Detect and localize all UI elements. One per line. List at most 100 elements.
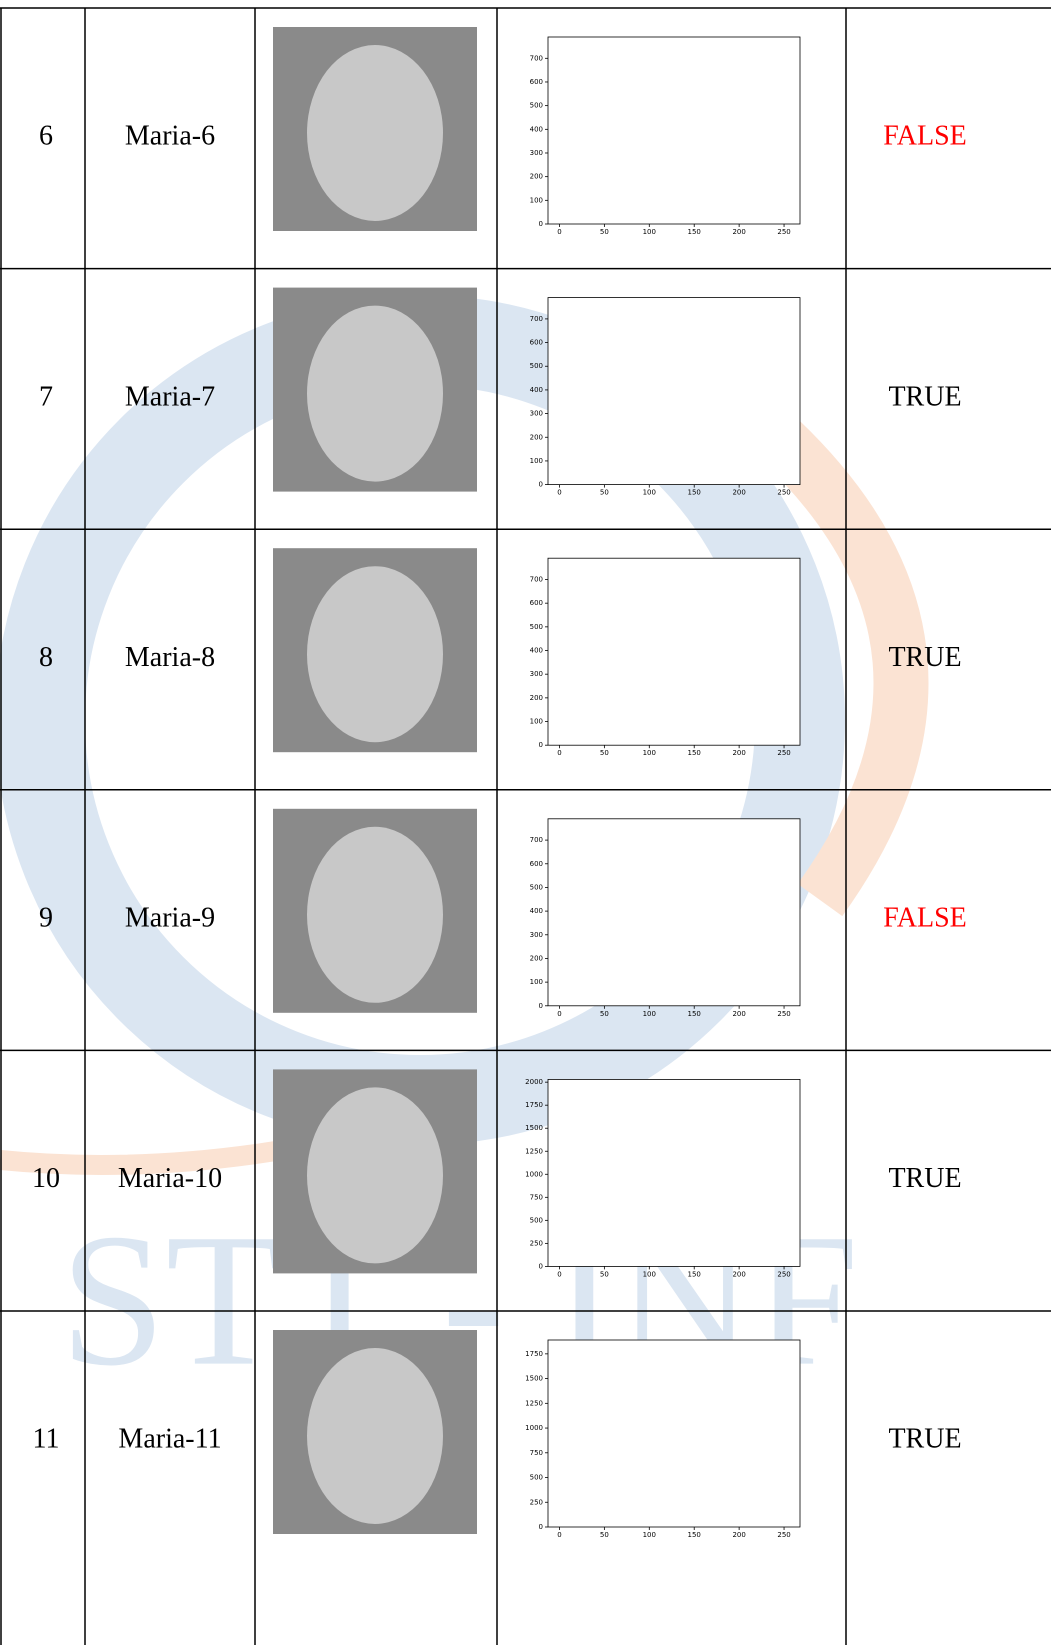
y-tick-label: 0 bbox=[539, 481, 543, 489]
row-name: Maria-10 bbox=[118, 1163, 222, 1194]
x-tick-label: 200 bbox=[732, 1531, 745, 1539]
row-name: Maria-11 bbox=[118, 1424, 221, 1455]
x-tick-label: 200 bbox=[732, 228, 745, 236]
x-tick-label: 150 bbox=[688, 1270, 701, 1278]
x-tick-label: 250 bbox=[777, 1270, 790, 1278]
face-shape bbox=[307, 1087, 443, 1263]
y-tick-label: 400 bbox=[530, 386, 543, 394]
y-tick-label: 100 bbox=[530, 718, 543, 726]
y-tick-label: 700 bbox=[530, 836, 543, 844]
y-tick-label: 2000 bbox=[525, 1078, 543, 1086]
row-result: TRUE bbox=[888, 642, 961, 673]
y-tick-label: 700 bbox=[530, 576, 543, 584]
x-tick-label: 100 bbox=[643, 1270, 656, 1278]
y-tick-label: 300 bbox=[530, 670, 543, 678]
x-tick-label: 200 bbox=[732, 1010, 745, 1018]
face-shape bbox=[307, 306, 443, 482]
plot-frame bbox=[548, 819, 800, 1006]
x-tick-label: 150 bbox=[688, 1531, 701, 1539]
y-tick-label: 100 bbox=[530, 457, 543, 465]
x-tick-label: 0 bbox=[557, 749, 561, 757]
y-tick-label: 750 bbox=[530, 1449, 543, 1457]
face-shape bbox=[307, 45, 443, 221]
y-tick-label: 500 bbox=[530, 883, 543, 891]
x-tick-label: 150 bbox=[688, 749, 701, 757]
y-tick-label: 600 bbox=[530, 860, 543, 868]
y-tick-label: 250 bbox=[530, 1498, 543, 1506]
y-tick-label: 600 bbox=[530, 599, 543, 607]
row-result: TRUE bbox=[888, 1163, 961, 1194]
face-photo bbox=[273, 27, 477, 231]
row-result: FALSE bbox=[883, 121, 967, 152]
x-tick-label: 200 bbox=[732, 749, 745, 757]
x-tick-label: 0 bbox=[557, 1270, 561, 1278]
row-number: 7 bbox=[39, 381, 53, 412]
x-tick-label: 50 bbox=[600, 1010, 609, 1018]
row-name: Maria-6 bbox=[125, 121, 215, 152]
x-tick-label: 0 bbox=[557, 1010, 561, 1018]
y-tick-label: 0 bbox=[539, 741, 543, 749]
x-tick-label: 50 bbox=[600, 1531, 609, 1539]
plot-frame bbox=[548, 298, 800, 485]
x-tick-label: 50 bbox=[600, 228, 609, 236]
y-tick-label: 200 bbox=[530, 433, 543, 441]
y-tick-label: 400 bbox=[530, 647, 543, 655]
y-tick-label: 1000 bbox=[525, 1424, 543, 1432]
y-tick-label: 1750 bbox=[525, 1101, 543, 1109]
x-tick-label: 100 bbox=[643, 489, 656, 497]
y-tick-label: 0 bbox=[539, 1523, 543, 1531]
row-result: FALSE bbox=[883, 903, 967, 934]
y-tick-label: 0 bbox=[539, 1002, 543, 1010]
page: STT - INF 6Maria-6FALSE01002003004005006… bbox=[0, 0, 1051, 1645]
y-tick-label: 500 bbox=[530, 1474, 543, 1482]
y-tick-label: 400 bbox=[530, 125, 543, 133]
y-tick-label: 1250 bbox=[525, 1147, 543, 1155]
y-tick-label: 700 bbox=[530, 54, 543, 62]
y-tick-label: 600 bbox=[530, 339, 543, 347]
row-number: 6 bbox=[39, 121, 53, 152]
y-tick-label: 400 bbox=[530, 907, 543, 915]
x-tick-label: 0 bbox=[557, 489, 561, 497]
y-tick-label: 1000 bbox=[525, 1170, 543, 1178]
y-tick-label: 200 bbox=[530, 954, 543, 962]
x-tick-label: 100 bbox=[643, 228, 656, 236]
y-tick-label: 750 bbox=[530, 1193, 543, 1201]
y-tick-label: 700 bbox=[530, 315, 543, 323]
x-tick-label: 200 bbox=[732, 489, 745, 497]
face-photo bbox=[273, 1330, 477, 1534]
y-tick-label: 0 bbox=[539, 1262, 543, 1270]
x-tick-label: 0 bbox=[557, 228, 561, 236]
x-tick-label: 150 bbox=[688, 1010, 701, 1018]
row-result: TRUE bbox=[888, 1424, 961, 1455]
y-tick-label: 1500 bbox=[525, 1124, 543, 1132]
plot-frame bbox=[548, 1340, 800, 1527]
x-tick-label: 50 bbox=[600, 1270, 609, 1278]
y-tick-label: 300 bbox=[530, 931, 543, 939]
y-tick-label: 200 bbox=[530, 694, 543, 702]
face-photo bbox=[273, 288, 477, 492]
face-shape bbox=[307, 566, 443, 742]
x-tick-label: 50 bbox=[600, 489, 609, 497]
row-number: 9 bbox=[39, 903, 53, 934]
row-number: 10 bbox=[32, 1163, 60, 1194]
face-photo bbox=[273, 809, 477, 1013]
x-tick-label: 150 bbox=[688, 228, 701, 236]
x-tick-label: 150 bbox=[688, 489, 701, 497]
plot-frame bbox=[548, 558, 800, 745]
face-photo bbox=[273, 548, 477, 752]
y-tick-label: 600 bbox=[530, 78, 543, 86]
y-tick-label: 200 bbox=[530, 173, 543, 181]
face-shape bbox=[307, 827, 443, 1003]
x-tick-label: 250 bbox=[777, 1531, 790, 1539]
y-tick-label: 500 bbox=[530, 1216, 543, 1224]
y-tick-label: 1250 bbox=[525, 1399, 543, 1407]
row-name: Maria-9 bbox=[125, 903, 215, 934]
row-result: TRUE bbox=[888, 381, 961, 412]
row-name: Maria-7 bbox=[125, 381, 215, 412]
y-tick-label: 300 bbox=[530, 149, 543, 157]
y-tick-label: 0 bbox=[539, 220, 543, 228]
y-tick-label: 1500 bbox=[525, 1375, 543, 1383]
plot-frame bbox=[548, 1079, 800, 1266]
y-tick-label: 500 bbox=[530, 623, 543, 631]
row-number: 8 bbox=[39, 642, 53, 673]
